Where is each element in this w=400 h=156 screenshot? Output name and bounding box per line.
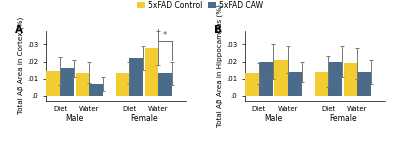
Bar	[344, 63, 357, 96]
Bar	[60, 68, 74, 96]
Y-axis label: Total Aβ Area in Hippocampus (%): Total Aβ Area in Hippocampus (%)	[217, 4, 223, 127]
Bar	[116, 73, 129, 96]
Bar	[245, 73, 259, 96]
Text: A: A	[15, 25, 23, 35]
Bar	[89, 84, 103, 96]
Text: Male: Male	[264, 114, 283, 123]
Bar	[76, 73, 89, 96]
Bar	[158, 73, 172, 96]
Bar	[274, 60, 288, 96]
Text: Female: Female	[130, 114, 158, 123]
Bar	[288, 72, 302, 96]
Text: Female: Female	[329, 114, 357, 123]
Bar	[357, 72, 371, 96]
Bar	[145, 48, 158, 96]
Bar	[259, 62, 272, 96]
Y-axis label: Total Aβ Area in Cortex (%): Total Aβ Area in Cortex (%)	[18, 17, 24, 115]
Text: *: *	[163, 31, 167, 40]
Text: Male: Male	[66, 114, 84, 123]
Bar	[46, 71, 60, 96]
Bar	[328, 62, 342, 96]
Text: B: B	[214, 25, 222, 35]
Bar	[129, 58, 143, 96]
Bar	[315, 72, 328, 96]
Legend: 5xFAD Control, 5xFAD CAW: 5xFAD Control, 5xFAD CAW	[137, 1, 263, 10]
